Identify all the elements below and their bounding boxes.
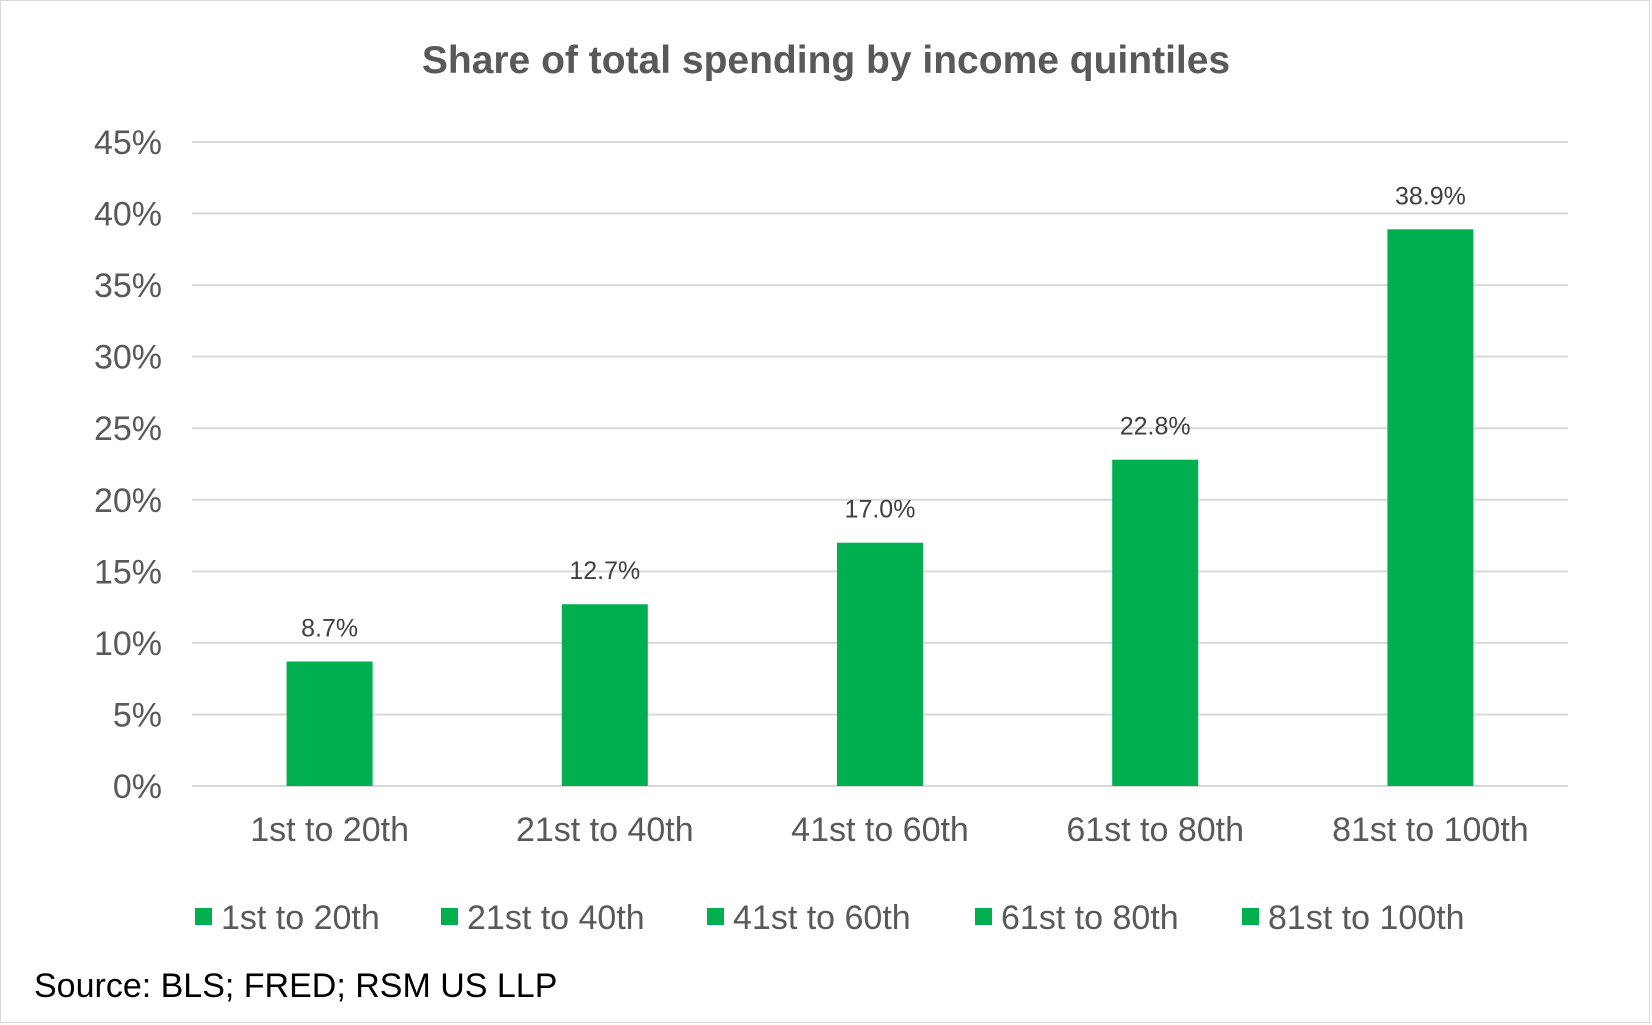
y-tick-label: 0% (113, 768, 162, 806)
legend-swatch (975, 908, 992, 925)
bar (286, 661, 373, 786)
chart-title: Share of total spending by income quinti… (422, 39, 1230, 82)
legend-item: 61st to 80th (975, 899, 1179, 937)
bar (561, 604, 648, 786)
legend-swatch (707, 908, 724, 925)
x-category-label: 81st to 100th (1332, 811, 1529, 849)
y-tick-label: 25% (94, 410, 162, 448)
x-axis-categories: 1st to 20th 21st to 40th 41st to 60th 61st … (250, 811, 1528, 849)
data-label: 38.9% (1395, 182, 1466, 210)
legend-label: 61st to 80th (1001, 899, 1179, 937)
x-category-label: 41st to 60th (791, 811, 969, 849)
legend-swatch (441, 908, 458, 925)
y-tick-label: 20% (94, 482, 162, 520)
legend-item: 1st to 20th (195, 899, 380, 937)
y-tick-label: 40% (94, 196, 162, 234)
data-label: 17.0% (845, 496, 916, 524)
legend-item: 21st to 40th (441, 899, 645, 937)
y-tick-label: 10% (94, 625, 162, 663)
gridlines (192, 141, 1568, 787)
bar (1387, 229, 1474, 786)
source-note: Source: BLS; FRED; RSM US LLP (34, 967, 557, 1005)
legend-swatch (1242, 908, 1259, 925)
legend-label: 1st to 20th (221, 899, 380, 937)
legend-item: 41st to 60th (707, 899, 911, 937)
legend-item: 81st to 100th (1242, 899, 1465, 937)
x-category-label: 21st to 40th (516, 811, 694, 849)
bar (1112, 459, 1199, 786)
y-tick-label: 15% (94, 553, 162, 591)
y-tick-label: 45% (94, 124, 162, 162)
y-tick-label: 30% (94, 339, 162, 377)
y-tick-label: 35% (94, 267, 162, 305)
data-labels: 8.7% 12.7% 17.0% 22.8% 38.9% (301, 182, 1466, 642)
data-label: 22.8% (1120, 413, 1191, 441)
legend-label: 81st to 100th (1268, 899, 1465, 937)
y-axis-ticks: 0% 5% 10% 15% 20% 25% 30% 35% 40% 45% (94, 124, 162, 806)
legend: 1st to 20th 21st to 40th 41st to 60th 61st … (195, 899, 1465, 937)
data-label: 8.7% (301, 614, 358, 642)
legend-label: 41st to 60th (733, 899, 911, 937)
bar (837, 542, 923, 786)
legend-swatch (195, 908, 212, 925)
x-category-label: 1st to 20th (250, 811, 409, 849)
y-tick-label: 5% (113, 696, 162, 734)
x-category-label: 61st to 80th (1066, 811, 1244, 849)
legend-label: 21st to 40th (467, 899, 645, 937)
data-label: 12.7% (569, 557, 640, 585)
bars (286, 229, 1474, 786)
